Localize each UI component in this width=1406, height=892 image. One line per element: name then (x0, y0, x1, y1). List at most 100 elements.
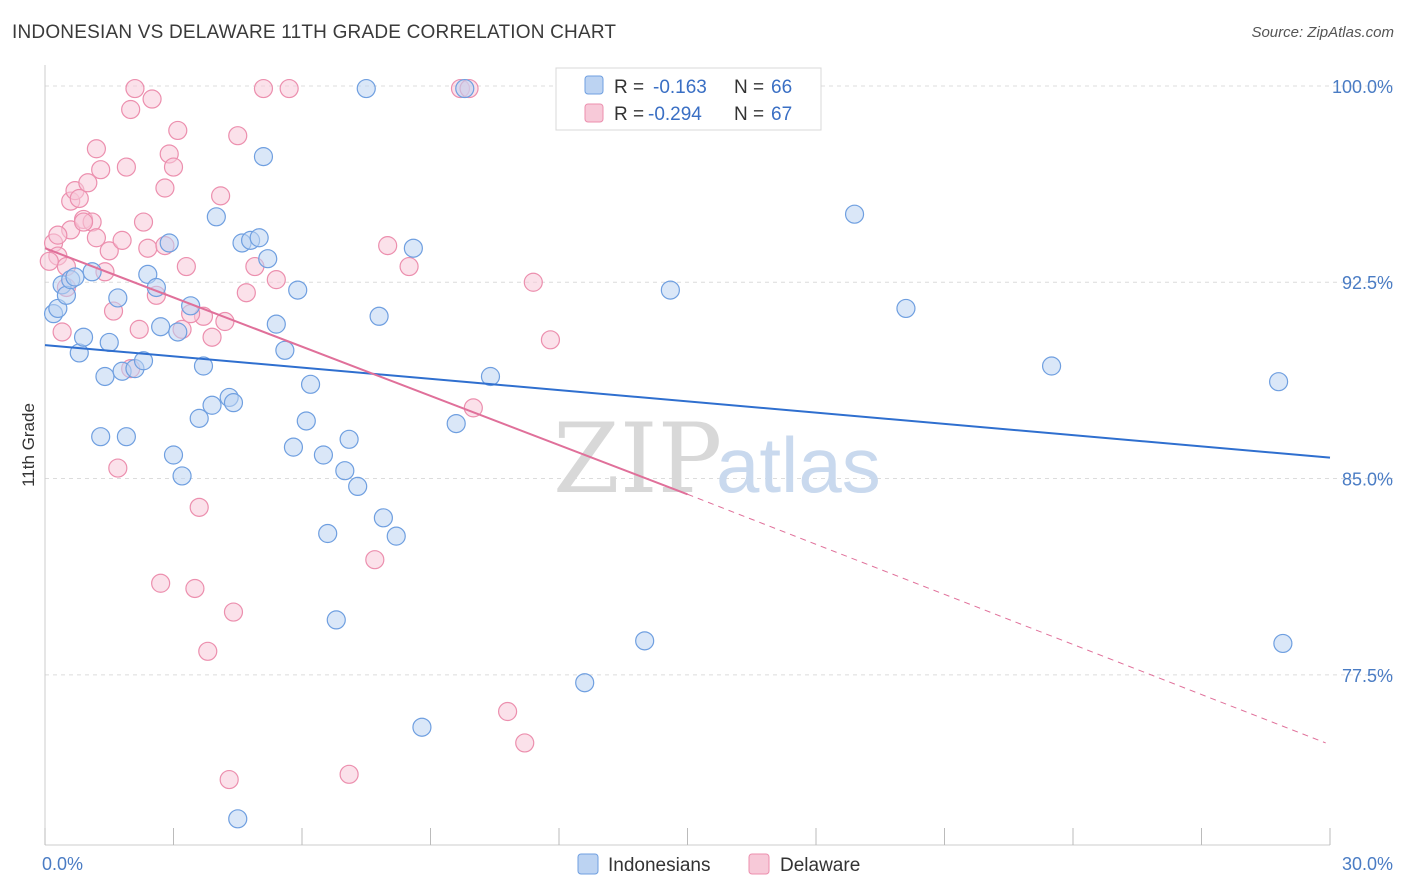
indonesians-point-47 (356, 78, 376, 99)
delaware-point-16 (108, 458, 128, 478)
delaware-point-53 (515, 733, 535, 753)
legend-r-label-1: R = (614, 77, 644, 98)
indonesians-point-32 (249, 228, 269, 248)
indonesians-point-25 (202, 395, 222, 415)
indonesians-point-23 (189, 408, 209, 428)
chart-title: INDONESIAN VS DELAWARE 11TH GRADE CORREL… (12, 22, 617, 43)
x-tick-label-0: 0.0% (42, 854, 83, 874)
delaware-point-26 (151, 573, 171, 593)
indonesians-point-56 (575, 673, 595, 693)
indonesians-point-54 (455, 78, 475, 99)
x-tick-label-1: 30.0% (1342, 854, 1393, 874)
y-tick-label-3: 100.0% (1332, 77, 1393, 97)
indonesians-point-24 (193, 356, 214, 376)
indonesians-point-6 (73, 327, 94, 347)
indonesians-point-13 (116, 427, 136, 447)
gridlines (45, 85, 1395, 676)
delaware-point-29 (163, 157, 184, 177)
delaware-point-32 (176, 256, 196, 277)
indonesians-point-41 (313, 445, 334, 465)
tick-labels: 77.5% 85.0% 92.5% 100.0% 0.0% 30.0% (42, 77, 1393, 874)
series-legend: Indonesians Delaware (577, 853, 860, 876)
indonesians-point-65 (168, 322, 188, 342)
legend-n-value-1: 66 (771, 77, 792, 98)
delaware-point-58 (73, 212, 94, 232)
indonesians-point-40 (300, 374, 321, 394)
indonesians-point-38 (288, 280, 308, 300)
delaware-point-49 (399, 256, 419, 277)
delaware-point-19 (121, 99, 141, 120)
delaware-point-18 (116, 157, 136, 177)
legend-swatch-delaware (584, 103, 604, 123)
indonesians-point-64 (65, 267, 85, 287)
indonesians-point-36 (275, 340, 295, 360)
indonesians-point-39 (296, 411, 316, 431)
indonesians-point-63 (1273, 633, 1293, 654)
indonesians-point-46 (348, 476, 368, 497)
indonesians-point-10 (99, 332, 119, 353)
delaware-point-11 (86, 139, 107, 159)
bottom-legend-swatch-delaware (748, 853, 770, 875)
indonesians-point-59 (844, 204, 865, 224)
delaware-point-27 (155, 178, 175, 198)
legend-n-label-2: N = (734, 104, 764, 125)
bottom-legend-label-delaware: Delaware (780, 855, 860, 876)
delaware-point-54 (523, 272, 543, 292)
indonesians-point-11 (108, 288, 128, 308)
delaware-point-59 (86, 228, 107, 248)
delaware-point-30 (168, 120, 188, 141)
indonesians-point-52 (412, 717, 432, 737)
delaware-point-41 (228, 126, 248, 146)
indonesians-point-43 (326, 610, 346, 630)
delaware-trend-line-extrapolated (687, 493, 1326, 744)
bottom-legend-label-indonesians: Indonesians (608, 855, 710, 876)
indonesians-point-28 (223, 393, 244, 413)
delaware-point-66 (39, 251, 59, 271)
indonesians-point-34 (258, 249, 278, 269)
legend-n-value-2: 67 (771, 104, 792, 125)
indonesians-point-18 (151, 317, 171, 337)
indonesians-trend-line (44, 344, 1331, 459)
delaware-point-47 (365, 550, 385, 570)
indonesians-point-55 (480, 366, 501, 387)
indonesians-point-42 (318, 523, 338, 544)
indonesians-point-33 (253, 147, 274, 167)
watermark-zip: ZIP (553, 403, 722, 515)
legend-r-label-2: R = (614, 104, 644, 125)
delaware-point-45 (279, 78, 299, 99)
indonesians-point-51 (403, 238, 423, 258)
correlation-legend: R = -0.163 N = 66 R = -0.294 N = 67 (555, 67, 822, 131)
indonesians-point-57 (635, 631, 655, 651)
delaware-point-40 (223, 602, 244, 622)
delaware-point-23 (138, 238, 158, 258)
y-tick-label-1: 85.0% (1342, 470, 1393, 490)
delaware-point-7 (69, 188, 89, 209)
delaware-point-34 (189, 497, 209, 517)
indonesians-point-44 (335, 461, 355, 481)
legend-r-value-1: -0.163 (653, 77, 707, 98)
bottom-legend-swatch-indonesians (577, 853, 599, 875)
indonesians-point-60 (896, 298, 916, 319)
delaware-point-64 (236, 283, 256, 303)
indonesians-point-3 (56, 285, 77, 305)
indonesians-point-49 (373, 508, 393, 528)
delaware-point-20 (125, 78, 145, 99)
delaware-point-38 (211, 186, 231, 206)
trend-lines (44, 247, 1331, 744)
delaware-point-21 (129, 319, 149, 339)
delaware-point-22 (133, 212, 154, 232)
delaware-point-24 (142, 89, 162, 109)
delaware-point-36 (198, 641, 218, 661)
legend-r-value-2: -0.294 (648, 104, 702, 125)
delaware-point-56 (48, 225, 68, 245)
legend-n-label-1: N = (734, 77, 764, 98)
delaware-point-37 (202, 327, 222, 347)
source-credit: Source: ZipAtlas.com (1251, 24, 1394, 41)
indonesians-point-15 (133, 351, 154, 371)
indonesians-point-48 (369, 306, 389, 326)
indonesians-point-20 (163, 445, 184, 465)
delaware-point-39 (219, 769, 239, 790)
delaware-point-17 (112, 230, 132, 250)
delaware-point-9 (78, 173, 98, 193)
